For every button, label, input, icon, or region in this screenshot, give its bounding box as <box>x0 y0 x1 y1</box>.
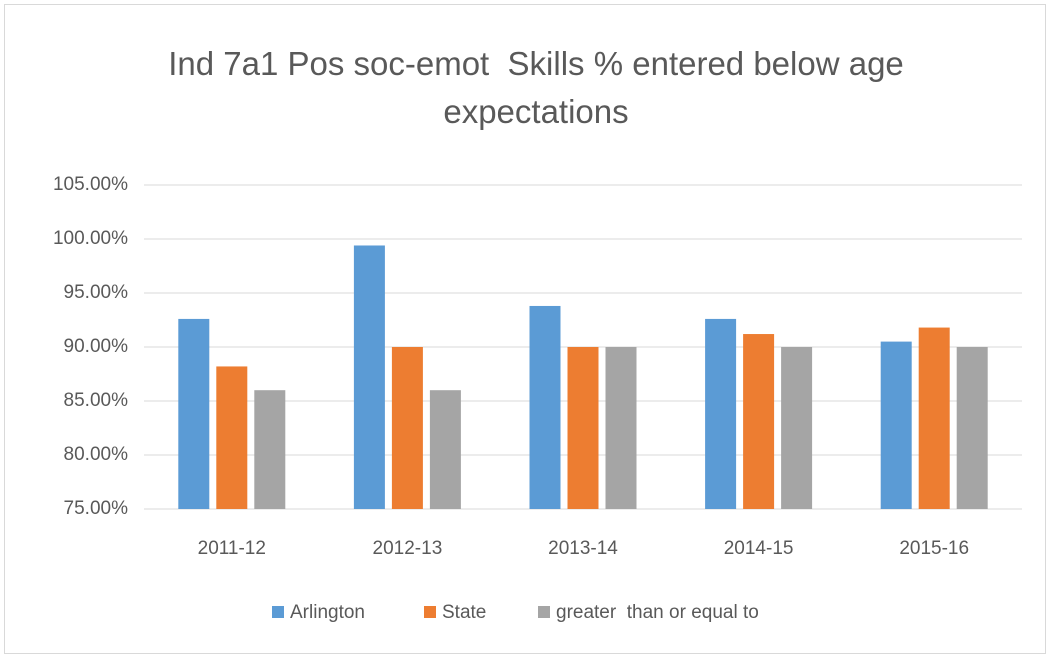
x-tick-label: 2014-15 <box>724 538 794 559</box>
legend-label: Arlington <box>290 602 365 623</box>
y-tick-label: 105.00% <box>53 174 128 195</box>
bar <box>529 305 561 509</box>
bar <box>781 347 813 509</box>
bar <box>567 347 599 509</box>
y-tick-label: 90.00% <box>64 336 129 357</box>
y-tick-label: 80.00% <box>64 444 129 465</box>
bar <box>705 318 737 509</box>
x-tick-label: 2013-14 <box>548 538 618 559</box>
y-tick-label: 85.00% <box>64 390 129 411</box>
y-tick-label: 100.00% <box>53 228 128 249</box>
bar <box>391 347 423 509</box>
bar <box>880 341 912 509</box>
bar <box>605 347 637 509</box>
bar <box>918 327 950 509</box>
bar <box>254 390 286 509</box>
bar <box>216 366 248 509</box>
legend-swatch <box>538 606 550 618</box>
y-tick-label: 95.00% <box>64 282 129 303</box>
bar <box>178 318 210 509</box>
y-tick-label: 75.00% <box>64 498 129 519</box>
x-tick-label: 2011-12 <box>198 538 266 559</box>
x-tick-label: 2012-13 <box>373 538 443 559</box>
legend-swatch <box>272 606 284 618</box>
legend-label: greater than or equal to <box>556 602 759 623</box>
bar <box>353 245 385 510</box>
x-tick-label: 2015-16 <box>899 538 969 559</box>
legend-swatch <box>424 606 436 618</box>
chart-frame <box>4 4 1046 654</box>
bar <box>429 390 461 509</box>
bar <box>956 347 988 509</box>
legend-label: State <box>442 602 486 623</box>
chart-title: Ind 7a1 Pos soc-emot Skills % entered be… <box>168 45 913 130</box>
bar <box>743 334 775 509</box>
